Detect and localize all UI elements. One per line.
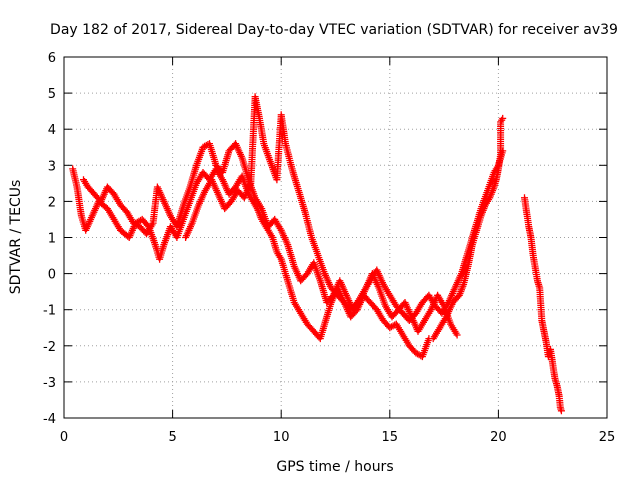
x-axis-label: GPS time / hours xyxy=(276,459,393,475)
data-point xyxy=(453,331,461,339)
y-tick-label: -3 xyxy=(43,376,56,391)
series-track-4 xyxy=(429,114,507,343)
y-axis-ticks: -4 -3 -2 -1 0 1 2 3 4 5 6 xyxy=(43,51,607,427)
y-tick-label: 3 xyxy=(48,159,56,174)
y-tick-label: 6 xyxy=(48,51,56,66)
x-tick-label: 0 xyxy=(60,430,68,445)
plot-area-border xyxy=(63,56,608,419)
x-tick-label: 10 xyxy=(273,430,290,445)
y-tick-label: -2 xyxy=(43,340,56,355)
y-axis-label: SDTVAR / TECUs xyxy=(8,180,24,295)
x-tick-label: 5 xyxy=(168,430,176,445)
x-tick-label: 25 xyxy=(599,430,616,445)
data-point xyxy=(557,407,565,415)
y-tick-label: 2 xyxy=(48,195,56,210)
series-track-5 xyxy=(521,194,565,415)
y-tick-label: -1 xyxy=(43,304,56,319)
y-tick-label: 1 xyxy=(48,232,56,247)
data-point xyxy=(499,114,507,122)
y-tick-label: 5 xyxy=(48,87,56,102)
x-tick-label: 20 xyxy=(490,430,507,445)
series-track-3 xyxy=(182,93,507,324)
chart-title: Day 182 of 2017, Sidereal Day-to-day VTE… xyxy=(50,22,618,38)
data-points xyxy=(69,93,565,415)
y-tick-label: 0 xyxy=(48,268,56,283)
y-tick-label: -4 xyxy=(43,412,56,427)
x-tick-label: 15 xyxy=(382,430,399,445)
y-tick-label: 4 xyxy=(48,123,56,138)
